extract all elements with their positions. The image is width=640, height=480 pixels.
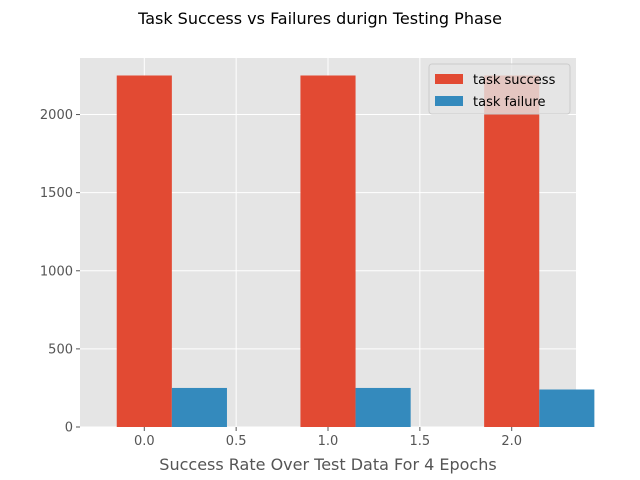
legend-label: task failure xyxy=(473,95,546,110)
bars xyxy=(116,75,595,427)
chart-title: Task Success vs Failures durign Testing … xyxy=(137,9,502,28)
legend-swatch xyxy=(435,74,463,84)
bar-task-failure-0 xyxy=(171,387,227,427)
y-tick-label: 1500 xyxy=(40,186,73,201)
bar-task-success-2 xyxy=(484,75,540,427)
x-tick-label: 1.5 xyxy=(410,434,431,449)
y-tick-label: 0 xyxy=(65,421,73,436)
x-tick-label: 0.0 xyxy=(134,434,155,449)
bar-task-success-0 xyxy=(116,75,172,427)
legend-box xyxy=(428,63,571,115)
x-tick-label: 1.0 xyxy=(318,434,339,449)
legend-label: task success xyxy=(473,73,556,88)
y-tick-label: 1000 xyxy=(40,264,73,279)
y-axis-ticks: 0 500 1000 1500 2000 xyxy=(40,108,80,436)
y-tick-label: 500 xyxy=(48,342,73,357)
legend-swatch xyxy=(435,96,463,106)
bar-task-success-1 xyxy=(300,75,356,427)
legend: task success task failure xyxy=(428,63,571,115)
bar-task-failure-2 xyxy=(539,389,595,427)
x-axis-label: Success Rate Over Test Data For 4 Epochs xyxy=(159,455,496,474)
y-tick-label: 2000 xyxy=(40,108,73,123)
x-tick-label: 0.5 xyxy=(226,434,247,449)
x-tick-label: 2.0 xyxy=(501,434,522,449)
x-axis-ticks: 0.0 0.5 1.0 1.5 2.0 xyxy=(134,427,522,449)
bar-task-failure-1 xyxy=(355,387,411,427)
